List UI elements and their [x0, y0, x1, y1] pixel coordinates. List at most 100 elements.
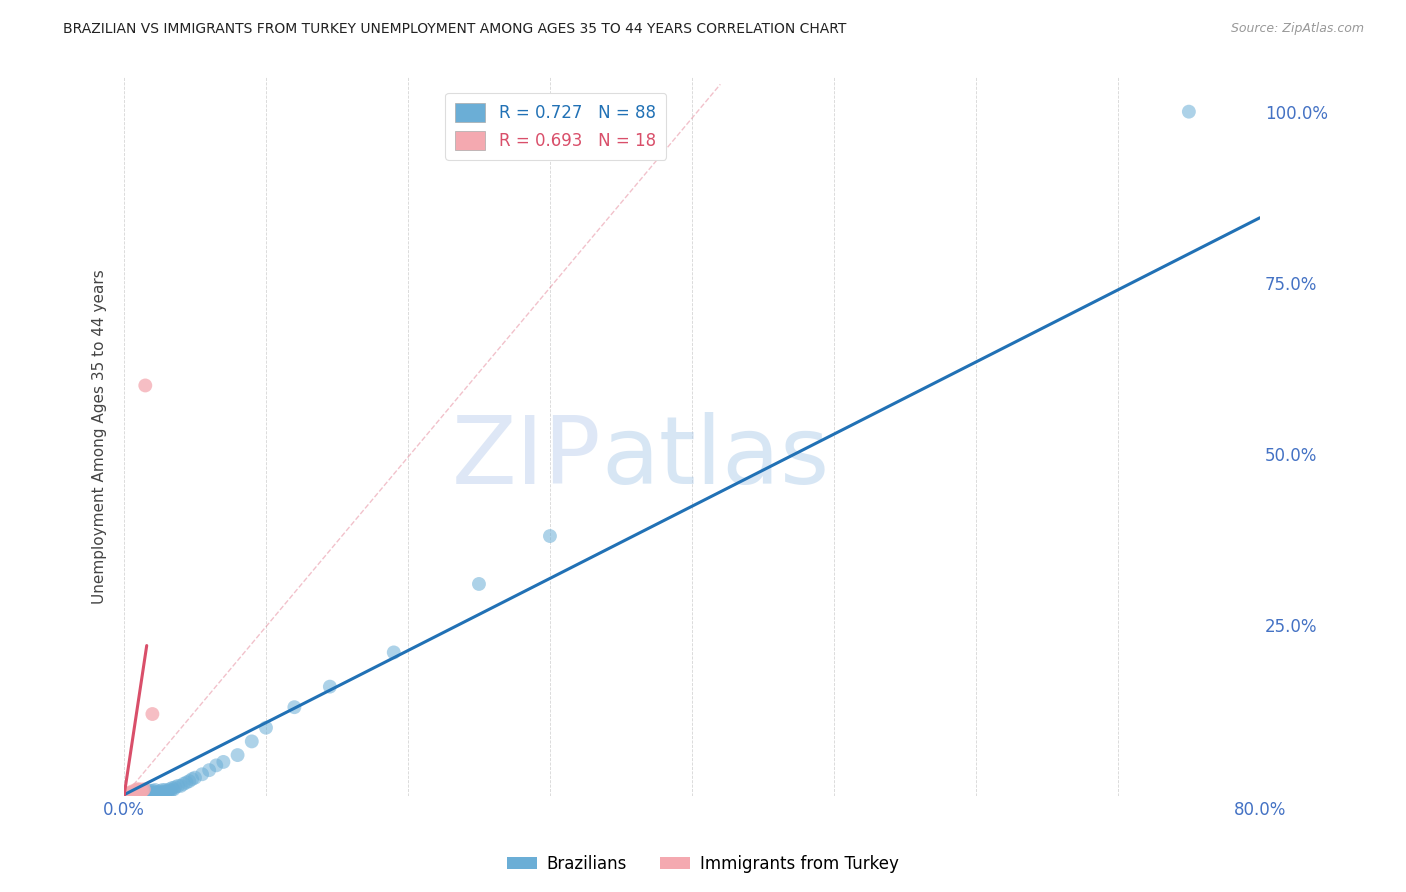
Point [120, 786, 142, 800]
Point [152, 785, 174, 799]
Point [125, 782, 148, 797]
Point [125, 786, 148, 800]
Point [118, 786, 141, 800]
Point [283, 700, 305, 714]
Point [112, 789, 135, 804]
Point [148, 784, 170, 798]
Point [538, 529, 561, 543]
Point [143, 787, 166, 801]
Point [127, 786, 149, 800]
Point [132, 784, 155, 798]
Point [124, 786, 146, 800]
Point [131, 783, 153, 797]
Point [131, 788, 153, 802]
Point [122, 786, 145, 800]
Point [319, 680, 342, 694]
Text: BRAZILIAN VS IMMIGRANTS FROM TURKEY UNEMPLOYMENT AMONG AGES 35 TO 44 YEARS CORRE: BRAZILIAN VS IMMIGRANTS FROM TURKEY UNEM… [63, 22, 846, 37]
Point [159, 782, 181, 797]
Point [181, 772, 204, 786]
Point [160, 783, 183, 797]
Point [141, 706, 163, 721]
Point [135, 787, 157, 801]
Point [112, 788, 135, 802]
Point [226, 748, 249, 763]
Point [127, 789, 149, 804]
Point [156, 786, 179, 800]
Point [254, 721, 277, 735]
Point [162, 780, 184, 795]
Point [129, 785, 152, 799]
Point [112, 789, 135, 804]
Text: Source: ZipAtlas.com: Source: ZipAtlas.com [1230, 22, 1364, 36]
Point [120, 787, 142, 801]
Point [112, 789, 135, 804]
Point [134, 378, 156, 392]
Point [112, 789, 135, 804]
Point [112, 787, 135, 801]
Point [184, 771, 207, 785]
Point [112, 789, 135, 804]
Point [132, 782, 155, 797]
Point [382, 645, 405, 659]
Point [136, 786, 159, 800]
Point [141, 787, 163, 801]
Point [170, 779, 193, 793]
Point [112, 789, 135, 804]
Point [132, 787, 155, 801]
Point [212, 755, 235, 769]
Point [165, 780, 187, 795]
Point [128, 782, 150, 797]
Point [198, 763, 221, 777]
Point [129, 789, 152, 804]
Point [122, 785, 145, 799]
Text: ZIP: ZIP [451, 412, 600, 504]
Point [153, 783, 176, 797]
Point [179, 774, 201, 789]
Point [134, 789, 156, 804]
Point [129, 786, 152, 800]
Point [127, 783, 149, 797]
Text: atlas: atlas [600, 412, 830, 504]
Point [145, 785, 167, 799]
Point [240, 734, 263, 748]
Y-axis label: Unemployment Among Ages 35 to 44 years: Unemployment Among Ages 35 to 44 years [93, 269, 107, 604]
Point [112, 788, 135, 802]
Point [112, 789, 135, 804]
Point [191, 767, 214, 781]
Point [135, 784, 157, 798]
Point [121, 784, 143, 798]
Point [127, 787, 149, 801]
Point [112, 786, 135, 800]
Point [112, 787, 135, 801]
Point [112, 788, 135, 802]
Point [112, 789, 135, 804]
Point [150, 783, 173, 797]
Point [122, 789, 145, 804]
Point [128, 789, 150, 804]
Point [173, 777, 195, 791]
Point [131, 785, 153, 799]
Legend: R = 0.727   N = 88, R = 0.693   N = 18: R = 0.727 N = 88, R = 0.693 N = 18 [446, 93, 666, 160]
Point [121, 789, 143, 804]
Point [125, 783, 148, 797]
Point [138, 787, 160, 801]
Point [118, 789, 141, 804]
Point [141, 783, 163, 797]
Point [138, 783, 160, 797]
Point [121, 787, 143, 801]
Point [124, 789, 146, 804]
Point [176, 775, 198, 789]
Point [155, 784, 177, 798]
Point [112, 789, 135, 804]
Point [120, 788, 142, 802]
Point [134, 785, 156, 799]
Point [117, 787, 139, 801]
Point [468, 577, 491, 591]
Point [163, 782, 186, 797]
Point [125, 788, 148, 802]
Point [112, 786, 135, 800]
Point [112, 789, 135, 804]
Point [139, 786, 162, 800]
Point [120, 789, 142, 804]
Point [167, 779, 190, 793]
